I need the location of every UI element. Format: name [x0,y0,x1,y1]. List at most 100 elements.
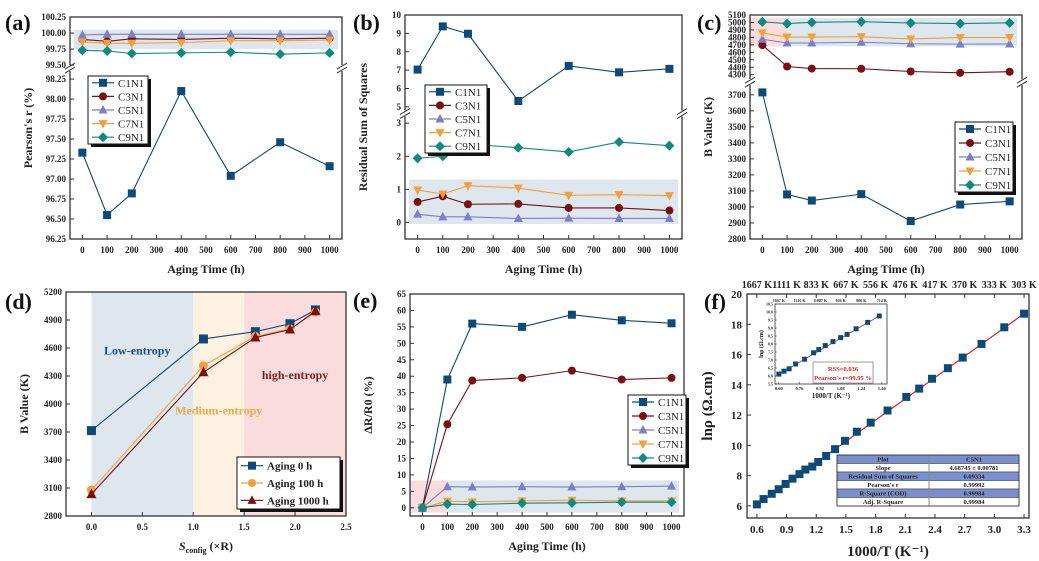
data-point-C1N1 [667,319,676,328]
data-point-C3N1 [567,366,576,375]
x-axis-label: 1000/T (K⁻¹) [847,544,929,560]
y-tick-label: 15 [397,453,407,463]
data-point-C5N1 [1005,38,1015,48]
y-tick-label: 4900 [44,315,63,325]
top-axis-label: 1111 K [772,280,801,291]
x-tick-label: 100 [436,245,450,255]
y-tick-label: 98.00 [46,94,67,104]
y-tick-label: 40 [397,371,407,381]
data-point-C5N1 [564,213,574,222]
inset-y-tick-label: 6.0 [768,374,773,379]
data-point-C7N1 [807,33,817,43]
x-tick-label: 1.0 [188,522,200,532]
region-low-entropy [91,292,194,516]
table-cell-label: Pearson's r [867,482,898,489]
y-tick-label: 1 [397,184,402,194]
axis-break-mask [747,79,753,86]
y-tick-label: 50 [397,338,407,348]
data-point-C9N1 [664,140,675,151]
y-tick-label: 97.25 [46,154,67,164]
y-tick-label: 4800 [728,32,747,42]
data-point-C1N1 [956,200,965,209]
x-tick-label: 400 [855,245,869,255]
data-point [831,445,840,454]
data-point-C9N1 [417,502,428,513]
inset-data-point [776,371,782,377]
data-point-C9N1 [563,146,574,157]
top-axis-label: 556 K [863,280,889,291]
axis-break-mark [64,62,76,70]
x-tick-label: 300 [830,245,844,255]
data-point [822,451,831,460]
y-tick-label: 4300 [44,371,63,381]
data-point-C7N1 [664,192,674,201]
x-tick-label: 100 [780,245,794,255]
data-point [285,319,295,329]
shaded-region [409,179,678,225]
x-tick-label: 800 [612,245,626,255]
y-tick-label: 98.25 [46,74,67,84]
table-cell-label: Plot [877,457,889,464]
table-cell-label: Residual Sum of Squares [848,474,918,481]
data-point-C9N1 [102,45,113,56]
legend-marker-square [966,125,974,133]
data-point-C9N1 [955,18,966,29]
panel-f: 6 8 10 12 14 16 18 20 0.6 1667 K 0.9 1111 K 1.2 833 K… [700,280,1037,560]
y-tick-label: 10 [392,10,402,20]
series-line-C5N1 [82,33,330,36]
y-tick-label: 4700 [728,40,747,50]
x-axis-label: Aging Time (h) [847,262,925,276]
data-point-C9N1 [614,137,625,148]
top-axis-label: 833 K [804,280,830,291]
data-point-C1N1 [514,97,523,106]
y-tick-label: 96.25 [46,234,67,244]
table-cell-value: 4.68745 ± 0.00781 [949,465,998,472]
inset-top-axis-label: 926 K [836,298,847,303]
legend-label: C5N1 [118,105,144,117]
y-tick-label: 2800 [44,511,63,521]
inset-x-tick-label: 0.60 [775,386,784,391]
axis-break-mask [402,110,408,117]
series-line-C3N1 [762,44,1010,74]
data-point-C1N1 [564,61,573,70]
inset-data-point [876,313,882,319]
inset-y-tick-label: 8.5 [768,334,773,339]
y-tick-label: 8 [737,471,743,483]
y-tick-label: 9 [397,28,402,38]
x-tick-label: 500 [199,245,213,255]
x-tick-label: 700 [929,245,943,255]
x-tick-label: 1000 [321,245,340,255]
data-point [285,324,295,334]
y-tick-label: 4300 [728,70,747,80]
y-tick-label: 14 [731,380,743,392]
data-point-C5N1 [513,213,523,222]
legend-marker-diamond [98,132,108,143]
legend-marker-triangle-up [965,152,975,161]
table-cell-label: Slope [875,465,890,472]
legend-label: C1N1 [118,78,144,90]
x-tick-label: 400 [175,245,189,255]
data-point-C9N1 [666,497,677,508]
x-tick-label: 3.0 [987,524,1001,536]
inset-x-tick-label: 1.24 [857,386,866,391]
legend-marker-triangle-down [965,167,975,176]
data-point-C1N1 [463,29,472,38]
data-point [788,474,797,483]
y-axis-label: ΔR/R0 (%) [361,376,375,433]
data-point-C3N1 [667,373,676,382]
x-tick-label: 800 [273,245,287,255]
data-point-C3N1 [758,41,767,50]
panel-label: (e) [353,288,377,313]
data-point-C5N1 [667,481,677,490]
data-point-C1N1 [325,162,334,171]
data-point-C7N1 [564,191,574,201]
data-point [250,327,260,337]
y-tick-label: 5000 [728,17,747,27]
inset-top-axis-label: 1316 K [793,298,806,303]
inset-y-tick-label: 5.5 [768,382,773,387]
top-axis-label: 417 K [922,280,948,291]
data-point-C1N1 [567,310,576,319]
legend-marker-circle [248,479,256,487]
region-medium-entropy [193,292,245,516]
legend-label: C3N1 [658,411,684,423]
